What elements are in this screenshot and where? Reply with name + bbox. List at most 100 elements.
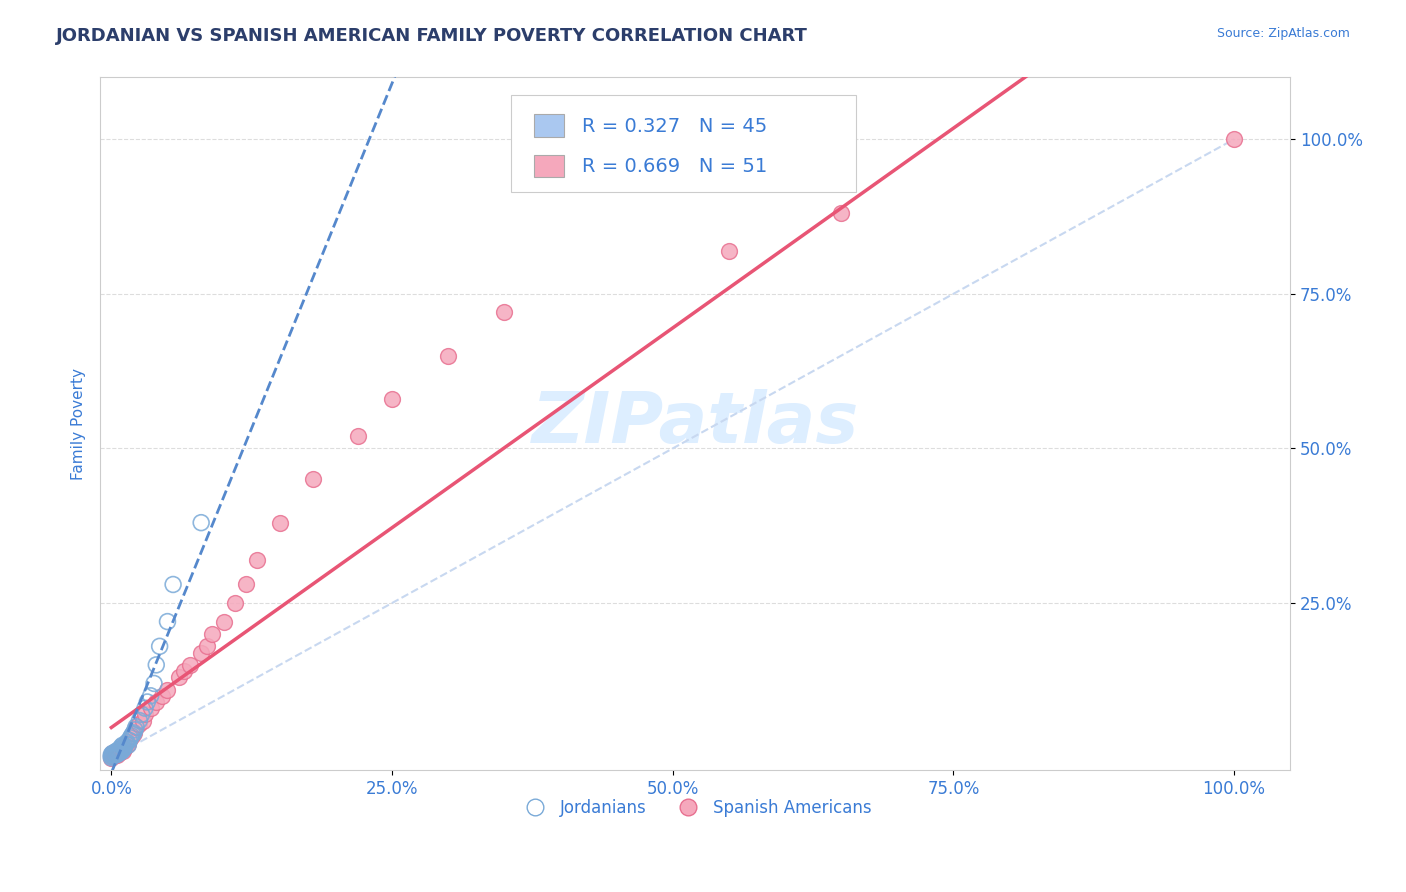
Point (100, 747, 122, 762)
Point (110, 743, 132, 757)
Point (125, 720, 148, 734)
Point (235, 577, 257, 591)
Point (115, 737, 138, 751)
Point (195, 640, 218, 654)
Point (104, 748, 127, 763)
Point (115, 738, 138, 752)
Text: JORDANIAN VS SPANISH AMERICAN FAMILY POVERTY CORRELATION CHART: JORDANIAN VS SPANISH AMERICAN FAMILY POV… (56, 27, 808, 45)
Point (121, 729, 143, 743)
Point (269, 516, 291, 530)
Point (830, 206, 852, 220)
Point (117, 738, 139, 752)
Point (717, 244, 740, 258)
Point (108, 746, 131, 760)
Point (494, 305, 516, 319)
Point (190, 646, 212, 660)
Point (112, 741, 135, 756)
Point (167, 670, 190, 684)
Text: R = 0.669   N = 51: R = 0.669 N = 51 (582, 157, 768, 177)
Point (134, 707, 156, 722)
Point (105, 747, 128, 762)
Point (112, 741, 135, 756)
Point (121, 727, 143, 741)
Point (107, 743, 129, 757)
Point (437, 349, 460, 363)
Point (121, 729, 143, 743)
Point (110, 739, 132, 754)
Point (128, 714, 150, 728)
Point (104, 748, 127, 763)
Point (190, 516, 212, 530)
Point (100, 750, 122, 764)
Point (100, 747, 122, 762)
Point (1223, 132, 1246, 146)
Point (347, 429, 370, 443)
Point (179, 657, 201, 672)
Point (125, 720, 148, 734)
Point (115, 735, 138, 749)
Point (156, 615, 179, 629)
Point (105, 744, 128, 758)
Point (149, 640, 172, 654)
Point (162, 577, 184, 591)
Point (101, 749, 124, 764)
Point (134, 701, 156, 715)
Point (246, 553, 269, 567)
Point (120, 731, 142, 745)
FancyBboxPatch shape (534, 154, 564, 178)
Text: ZIPatlas: ZIPatlas (531, 389, 859, 458)
Point (124, 723, 146, 737)
Point (110, 741, 132, 756)
FancyBboxPatch shape (534, 114, 564, 136)
Point (136, 695, 159, 709)
Point (107, 746, 129, 760)
Point (101, 746, 124, 760)
Text: R = 0.327   N = 45: R = 0.327 N = 45 (582, 117, 768, 136)
Point (107, 747, 129, 761)
Point (101, 748, 124, 763)
Point (173, 664, 195, 678)
Point (103, 747, 125, 762)
Point (101, 747, 124, 761)
Point (150, 689, 173, 703)
Legend: Jordanians, Spanish Americans: Jordanians, Spanish Americans (512, 793, 879, 824)
Point (118, 733, 141, 747)
Point (108, 742, 131, 756)
Point (110, 745, 132, 759)
Point (117, 737, 139, 751)
Point (131, 707, 153, 722)
Point (139, 689, 162, 703)
Point (118, 733, 141, 747)
Point (110, 744, 132, 758)
Point (103, 747, 125, 761)
Point (145, 695, 167, 709)
Point (105, 744, 128, 758)
Point (111, 744, 134, 758)
Point (224, 596, 246, 610)
Point (108, 747, 131, 761)
Point (104, 746, 127, 760)
Point (100, 749, 122, 764)
Point (212, 615, 235, 629)
Point (100, 750, 122, 764)
Point (110, 744, 132, 758)
Point (104, 747, 127, 761)
Point (111, 743, 134, 757)
Point (111, 738, 134, 752)
FancyBboxPatch shape (510, 95, 856, 192)
Point (139, 701, 162, 715)
Point (104, 747, 127, 761)
Point (120, 731, 142, 745)
Point (122, 726, 145, 740)
Point (302, 472, 325, 486)
Point (114, 739, 136, 754)
Point (104, 744, 127, 758)
Point (105, 747, 128, 762)
Point (122, 726, 145, 740)
Point (128, 716, 150, 731)
Point (156, 682, 179, 697)
Point (110, 741, 132, 756)
Point (114, 739, 136, 754)
Y-axis label: Family Poverty: Family Poverty (72, 368, 86, 480)
Point (381, 392, 404, 406)
